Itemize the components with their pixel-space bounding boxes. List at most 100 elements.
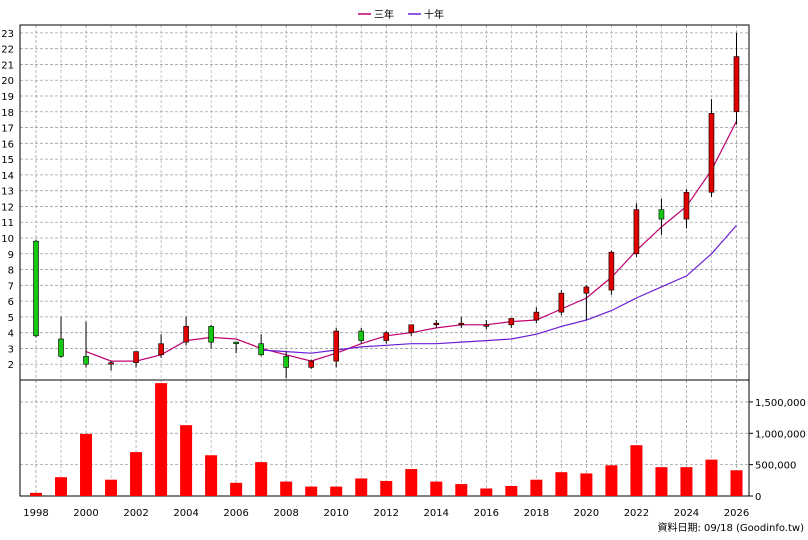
price-tick-label: 21 <box>1 60 14 71</box>
candle-body <box>608 251 615 291</box>
volume-bar <box>455 484 468 496</box>
x-tick-label: 2006 <box>223 508 248 519</box>
price-tick-label: 10 <box>1 234 14 245</box>
price-tick-label: 16 <box>1 139 14 150</box>
candle <box>733 32 740 125</box>
price-tick-label: 2 <box>8 360 14 371</box>
candle <box>233 341 239 354</box>
volume-bar <box>130 452 143 496</box>
candle-body <box>283 356 289 368</box>
candle-body <box>508 318 515 326</box>
candle-body <box>133 351 139 363</box>
candle-body <box>683 191 690 220</box>
x-tick-label: 2002 <box>123 508 148 519</box>
candle <box>258 334 264 357</box>
candle <box>583 285 590 321</box>
x-tick-label: 2026 <box>724 508 749 519</box>
candle <box>133 351 139 368</box>
grid-lines <box>20 25 749 496</box>
candle-body <box>208 326 214 343</box>
source-footer: 資料日期: 09/18 (Goodinfo.tw) <box>657 521 804 534</box>
price-tick-label: 18 <box>1 108 14 119</box>
candle <box>83 321 89 368</box>
candle <box>383 331 390 344</box>
candle-body <box>383 332 390 341</box>
candle-body <box>233 341 239 345</box>
legend-label-3y: 三年 <box>374 8 394 21</box>
x-tick-label: 2004 <box>173 508 198 519</box>
x-tick-label: 2024 <box>674 508 699 519</box>
candle-body <box>433 322 440 326</box>
price-tick-label: 19 <box>1 92 14 103</box>
candle-body <box>58 338 64 357</box>
volume-bar <box>330 486 343 496</box>
price-tick-label: 9 <box>8 250 14 261</box>
candle-body <box>333 330 340 362</box>
candle <box>308 359 314 369</box>
candle <box>358 327 365 344</box>
price-tick-label: 17 <box>1 124 14 135</box>
candle-body <box>708 113 715 193</box>
candle <box>683 189 690 229</box>
price-tick-label: 13 <box>1 187 14 198</box>
ma-line-10y <box>261 225 737 354</box>
volume-bar <box>80 433 93 496</box>
tick-labels: 1998 2000 2002 2004 2006 2008 2010 2012 2014 2016… <box>1 29 806 519</box>
volume-bar <box>255 462 268 496</box>
price-tick-label: 8 <box>8 266 14 277</box>
x-tick-label: 2014 <box>424 508 449 519</box>
price-tick-label: 12 <box>1 202 14 213</box>
price-tick-label: 4 <box>8 329 14 340</box>
candle <box>633 203 640 257</box>
x-tick-label: 2012 <box>374 508 399 519</box>
x-tick-label: 2000 <box>73 508 98 519</box>
volume-bar <box>555 472 568 496</box>
candle-body <box>533 311 540 321</box>
candle-body <box>633 209 640 255</box>
volume-bar <box>405 469 418 496</box>
volume-bar <box>205 455 218 496</box>
volume-bar <box>305 486 318 496</box>
volume-bar <box>355 478 368 496</box>
candle <box>708 99 715 197</box>
candle <box>158 334 164 358</box>
candle <box>608 250 615 295</box>
price-tick-label: 14 <box>1 171 14 182</box>
candle-body <box>83 356 89 365</box>
x-tick-label: 2018 <box>524 508 549 519</box>
volume-bar <box>680 467 693 496</box>
candle <box>333 327 340 368</box>
candle <box>533 307 540 324</box>
candle <box>558 290 565 316</box>
candle <box>108 361 114 371</box>
candle <box>508 318 515 328</box>
candle-body <box>158 343 164 356</box>
volume-tick-label: 1,500,000 <box>755 398 806 409</box>
candle-body <box>183 326 189 343</box>
candle-body <box>308 360 314 368</box>
volume-bar <box>30 492 42 496</box>
price-tick-label: 7 <box>8 281 14 292</box>
volume-bar <box>280 481 293 496</box>
price-tick-label: 6 <box>8 297 14 308</box>
candle-body <box>658 209 665 220</box>
x-tick-label: 2008 <box>273 508 298 519</box>
candle <box>58 316 64 358</box>
plot-frame <box>19 24 750 497</box>
candle-body <box>258 343 264 356</box>
price-tick-label: 23 <box>1 29 14 40</box>
candle-body <box>108 362 114 365</box>
x-tick-label: 2016 <box>474 508 499 519</box>
candle-body <box>358 330 365 341</box>
x-tick-label: 1998 <box>23 508 48 519</box>
candle <box>183 316 189 346</box>
volume-bar <box>180 425 193 496</box>
volume-bar <box>630 445 643 496</box>
volume-bar <box>605 465 618 496</box>
candle <box>408 324 415 336</box>
candle <box>658 198 665 235</box>
candle-body <box>483 324 490 327</box>
candle <box>483 320 490 330</box>
